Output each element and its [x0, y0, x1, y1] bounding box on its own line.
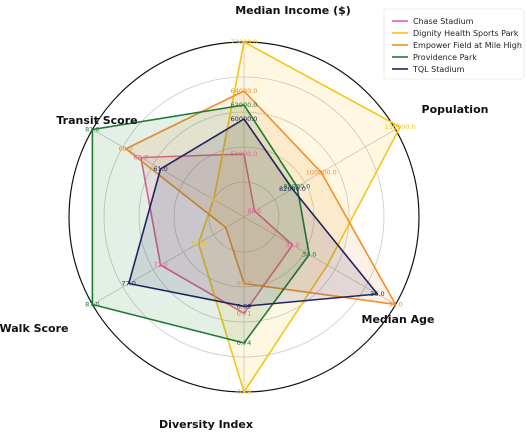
legend-box [383, 8, 525, 80]
series-empower-field-at-mile-high [125, 90, 397, 306]
axis-label: Diversity Index [159, 418, 253, 431]
value-label-empower-field-at-mile-high: 64000.0 [231, 87, 258, 95]
value-label-extra: 59.0 [206, 196, 220, 204]
axis-label: Median Age [362, 313, 435, 326]
value-label-providence-park: 34.0 [302, 251, 316, 259]
value-label-empower-field-at-mile-high: 69.0 [119, 145, 133, 153]
value-label-extra: 80.0 [247, 207, 261, 215]
axis-label: Walk Score [0, 322, 68, 335]
value-label-tql-stadium: 82000.0 [279, 185, 306, 193]
legend-entry: Chase Stadium [413, 17, 474, 26]
legend-entry: TQL Stadium [412, 65, 465, 74]
value-label-providence-park: 0.74 [237, 339, 251, 347]
spoke-line [243, 129, 396, 218]
chart-legend: Chase Stadium Dignity Health Sports Park E… [383, 8, 525, 80]
value-label-empower-field-at-mile-high: 37.0 [388, 301, 402, 309]
value-label-chase-stadium: 66.0 [134, 154, 148, 162]
value-label-providence-park: 87.0 [85, 301, 99, 309]
value-label-dignity-health-sports-park: 150000.0 [385, 123, 416, 131]
axis-label: Median Income ($) [235, 4, 351, 17]
series-dignity-health-sports-park [197, 41, 401, 393]
legend-entry: Empower Field at Mile High [413, 41, 522, 50]
value-label-extra: 67.0 [191, 239, 205, 247]
legend-entry: Providence Park [413, 53, 477, 62]
series-tql-stadium [128, 118, 379, 308]
value-label-dignity-health-sports-park: 73000.0 [231, 38, 258, 46]
radar-axis-labels: Median Income ($) Population Median Age Div… [0, 4, 488, 431]
value-label-tql-stadium: 36.0 [370, 290, 384, 298]
value-label-providence-park: 62000.0 [231, 101, 258, 109]
series-chase-stadium [140, 153, 294, 315]
spoke-line [92, 216, 245, 305]
spoke-line [243, 216, 396, 305]
value-label-chase-stadium: 51000.0 [231, 150, 258, 158]
value-label-tql-stadium: 0.69 [237, 302, 251, 310]
legend-entry: Dignity Health Sports Park [413, 29, 519, 38]
radar-value-labels: 51000.0 33.0 0.71 72.0 66.0 73000.0 150000.0 0.… [85, 38, 415, 396]
value-label-empower-field-at-mile-high: 100000.0 [306, 168, 337, 176]
value-label-chase-stadium: 0.71 [237, 309, 251, 317]
value-label-empower-field-at-mile-high: 0.67 [237, 280, 251, 288]
value-label-chase-stadium: 72.0 [153, 261, 167, 269]
axis-label: Transit Score [56, 114, 137, 127]
value-label-chase-stadium: 33.0 [285, 241, 299, 249]
spoke-line [92, 129, 245, 218]
value-label-tql-stadium: 60000.0 [231, 115, 258, 123]
radar-series-layer [91, 41, 401, 393]
value-label-dignity-health-sports-park: 0.79 [237, 388, 251, 396]
value-label-tql-stadium: 77.0 [122, 280, 136, 288]
axis-label: Population [422, 103, 489, 116]
series-providence-park [91, 104, 311, 344]
value-label-providence-park: 85000.0 [284, 182, 311, 190]
value-label-tql-stadium: 61.0 [153, 165, 167, 173]
value-label-providence-park: 81.0 [85, 126, 99, 134]
